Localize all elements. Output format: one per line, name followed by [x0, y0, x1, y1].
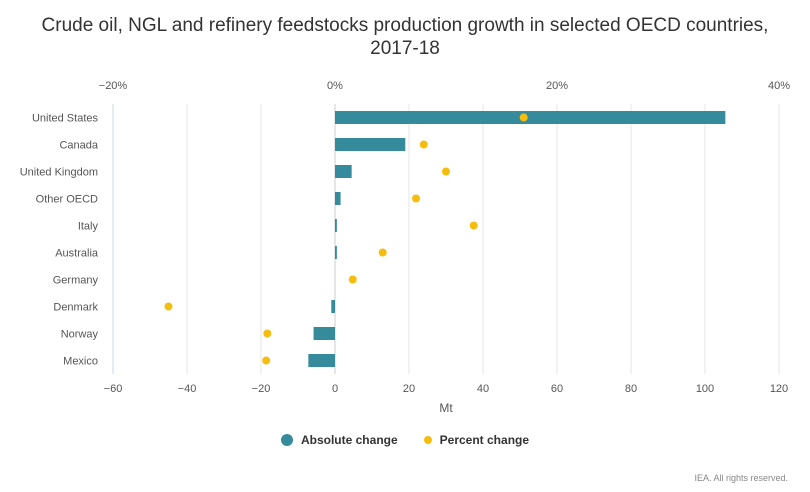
legend-absolute-marker-icon [280, 434, 293, 446]
bottom-tick-label: 120 [770, 383, 788, 395]
chart-title-line-1: Crude oil, NGL and refinery feedstocks p… [41, 15, 769, 36]
top-axis-ticks: −20% 0% 20% 40% [99, 80, 790, 92]
legend-absolute-label: Absolute change [300, 433, 398, 447]
dot-denmark[interactable] [164, 302, 173, 311]
category-label: Canada [59, 140, 98, 152]
bottom-axis-ticks: −60 −40 −20 0 20 40 60 80 100 120 [104, 383, 789, 395]
bottom-tick-label: 80 [625, 383, 637, 395]
bar-united-states[interactable] [335, 111, 726, 124]
category-labels: United States Canada United Kingdom Other O… [20, 113, 99, 368]
bar-norway[interactable] [313, 327, 335, 340]
bottom-tick-label: −40 [178, 383, 197, 395]
dot-italy[interactable] [469, 221, 478, 230]
legend-percent-label: Percent change [439, 433, 530, 447]
bar-united-kingdom[interactable] [335, 165, 352, 178]
x-axis-label: Mt [439, 401, 453, 415]
dot-mexico[interactable] [262, 356, 271, 365]
bar-other-oecd[interactable] [335, 192, 341, 205]
dot-united-states[interactable] [519, 113, 528, 122]
top-tick-label: 0% [327, 80, 343, 92]
top-tick-label: −20% [99, 80, 128, 92]
category-label: Norway [61, 329, 99, 341]
bar-italy[interactable] [335, 219, 337, 232]
bar-denmark[interactable] [331, 300, 335, 313]
category-label: Australia [55, 248, 99, 260]
chart-title-line-2: 2017-18 [370, 38, 440, 59]
dot-other-oecd[interactable] [412, 194, 421, 203]
grid-lines [112, 104, 780, 374]
category-label: Germany [53, 275, 99, 287]
chart-title: Crude oil, NGL and refinery feedstocks p… [0, 14, 810, 60]
bottom-tick-label: 60 [551, 383, 563, 395]
percent-dots [164, 113, 528, 365]
bar-canada[interactable] [335, 138, 406, 151]
dot-canada[interactable] [419, 140, 428, 149]
bottom-tick-label: 20 [403, 383, 415, 395]
legend: Absolute change Percent change [0, 433, 810, 447]
bottom-tick-label: −60 [104, 383, 123, 395]
top-tick-label: 40% [768, 80, 790, 92]
category-label: United Kingdom [20, 167, 98, 179]
legend-percent-marker-icon [423, 436, 432, 444]
bars [308, 111, 726, 367]
bottom-tick-label: 40 [477, 383, 489, 395]
credit-text: IEA. All rights reserved. [694, 473, 788, 483]
dot-germany[interactable] [348, 275, 357, 284]
category-label: Other OECD [36, 194, 98, 206]
legend-item-percent[interactable]: Percent change [423, 433, 530, 447]
dot-norway[interactable] [263, 329, 272, 338]
bottom-tick-label: −20 [252, 383, 271, 395]
dot-united-kingdom[interactable] [442, 167, 450, 176]
bottom-tick-label: 100 [696, 383, 714, 395]
bottom-tick-label: 0 [332, 383, 338, 395]
category-label: Mexico [63, 356, 98, 368]
top-tick-label: 20% [546, 80, 568, 92]
dot-australia[interactable] [378, 248, 387, 257]
legend-item-absolute[interactable]: Absolute change [280, 433, 398, 447]
bar-mexico[interactable] [308, 354, 335, 367]
category-label: Denmark [53, 302, 98, 314]
bar-australia[interactable] [335, 246, 337, 259]
category-label: United States [32, 113, 99, 125]
category-label: Italy [78, 221, 99, 233]
